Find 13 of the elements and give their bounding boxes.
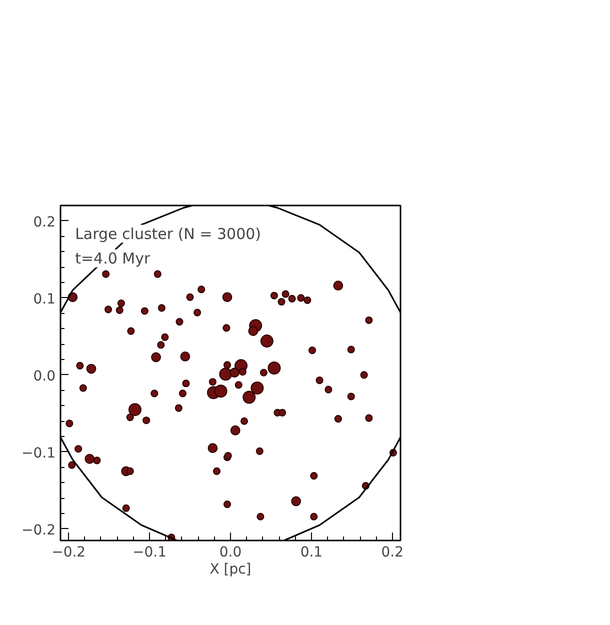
x-tick-label: 0.0 <box>219 544 242 560</box>
annotation: t=4.0 Myr <box>75 249 151 268</box>
x-tick-label: 0.1 <box>300 544 323 560</box>
x-tick-label: 0.2 <box>381 544 404 560</box>
y-tick-label: 0.0 <box>33 368 56 384</box>
y-tick-label: 0.1 <box>33 291 56 308</box>
y-tick-label: −0.2 <box>22 522 56 538</box>
y-tick-label: −0.1 <box>22 445 56 462</box>
x-axis-title: X [pc] <box>210 562 252 578</box>
x-tick-label: −0.2 <box>52 544 86 560</box>
annotation: Large cluster (N = 3000) <box>75 224 262 243</box>
x-tick-label: −0.1 <box>132 544 167 560</box>
y-tick-label: 0.2 <box>33 214 56 230</box>
